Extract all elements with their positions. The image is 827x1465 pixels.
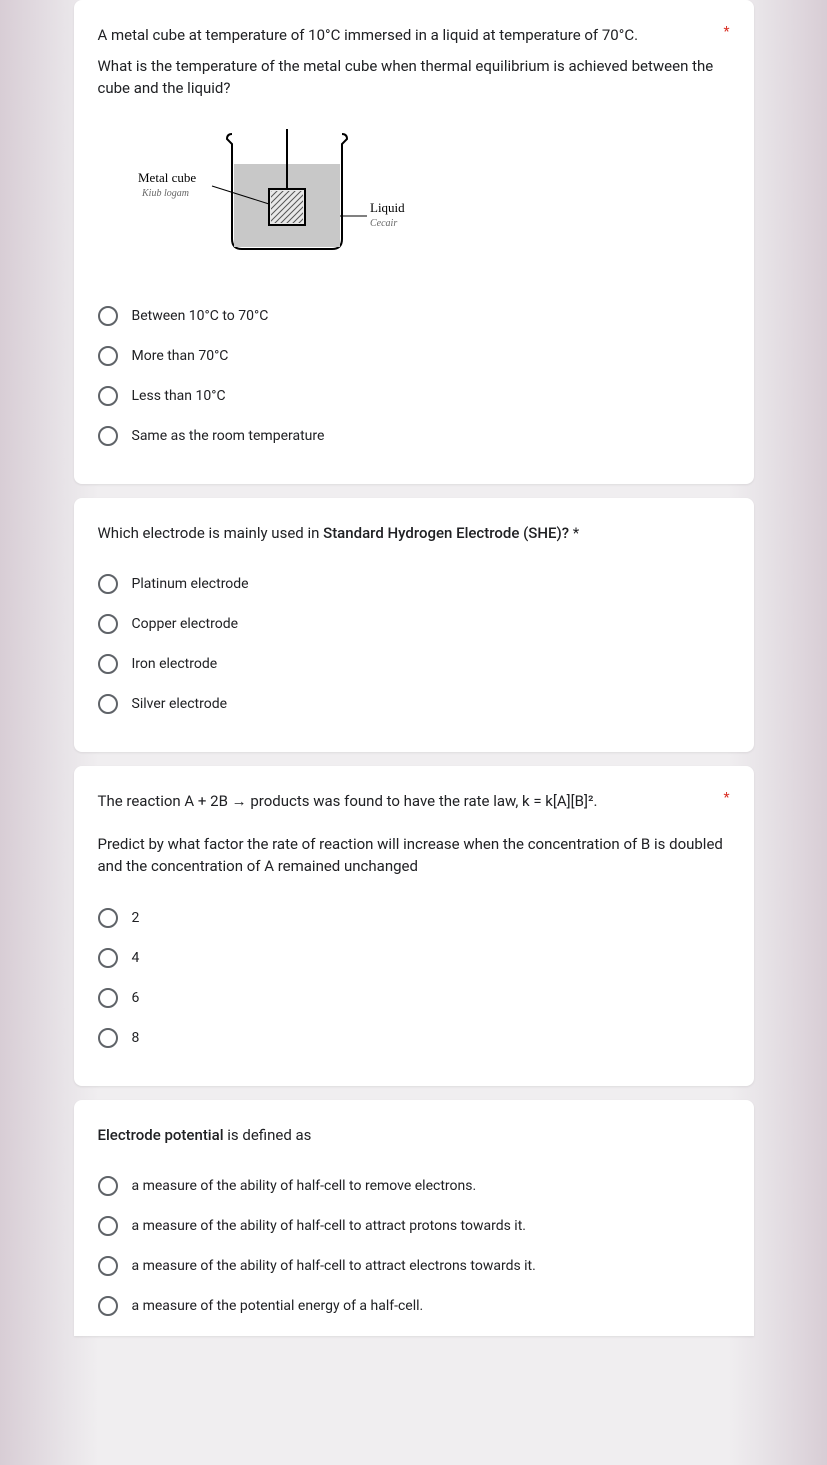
options-group: a measure of the ability of half-cell to… [98, 1166, 730, 1326]
option-attract-electrons[interactable]: a measure of the ability of half-cell to… [98, 1246, 730, 1286]
option-label: a measure of the ability of half-cell to… [132, 1218, 526, 1234]
question-rest: is defined as [224, 1126, 312, 1144]
radio-icon [98, 694, 118, 714]
radio-icon [98, 386, 118, 406]
radio-icon [98, 614, 118, 634]
radio-icon [98, 574, 118, 594]
option-same-room[interactable]: Same as the room temperature [98, 416, 730, 456]
required-marker: * [723, 24, 729, 40]
option-2[interactable]: 2 [98, 898, 730, 938]
option-platinum[interactable]: Platinum electrode [98, 564, 730, 604]
option-label: Same as the room temperature [132, 428, 325, 444]
radio-icon [98, 988, 118, 1008]
question-bold: Electrode potential [98, 1126, 224, 1144]
option-label: a measure of the potential energy of a h… [132, 1298, 424, 1314]
option-label: More than 70°C [132, 348, 229, 364]
option-label: 4 [132, 950, 140, 966]
radio-icon [98, 1216, 118, 1236]
option-label: a measure of the ability of half-cell to… [132, 1178, 477, 1194]
diagram-label-metal-cube-sub: Kiub logam [141, 188, 189, 199]
question-text: Which electrode is mainly used in Standa… [98, 522, 730, 545]
option-more-than[interactable]: More than 70°C [98, 336, 730, 376]
option-potential-energy[interactable]: a measure of the potential energy of a h… [98, 1286, 730, 1326]
option-label: Copper electrode [132, 616, 239, 632]
radio-icon [98, 1028, 118, 1048]
option-label: Platinum electrode [132, 576, 249, 592]
diagram-label-liquid: Liquid [370, 200, 405, 215]
option-iron[interactable]: Iron electrode [98, 644, 730, 684]
diagram-label-metal-cube: Metal cube [138, 170, 196, 185]
radio-icon [98, 306, 118, 326]
question-card-1: * A metal cube at temperature of 10°C im… [74, 0, 754, 484]
option-label: Silver electrode [132, 696, 228, 712]
question-subtext: Predict by what factor the rate of react… [98, 833, 730, 878]
option-less-than[interactable]: Less than 10°C [98, 376, 730, 416]
required-marker: * [723, 790, 729, 806]
radio-icon [98, 1176, 118, 1196]
question-text: A metal cube at temperature of 10°C imme… [98, 24, 730, 47]
option-label: 8 [132, 1030, 140, 1046]
question-card-2: Which electrode is mainly used in Standa… [74, 498, 754, 753]
radio-icon [98, 948, 118, 968]
question-prefix: Which electrode is mainly used in [98, 524, 324, 542]
option-copper[interactable]: Copper electrode [98, 604, 730, 644]
option-4[interactable]: 4 [98, 938, 730, 978]
options-group: Between 10°C to 70°C More than 70°C Less… [98, 296, 730, 456]
options-group: Platinum electrode Copper electrode Iron… [98, 564, 730, 724]
options-group: 2 4 6 8 [98, 898, 730, 1058]
option-remove-electrons[interactable]: a measure of the ability of half-cell to… [98, 1166, 730, 1206]
radio-icon [98, 346, 118, 366]
option-label: 6 [132, 990, 140, 1006]
option-between[interactable]: Between 10°C to 70°C [98, 296, 730, 336]
option-label: a measure of the ability of half-cell to… [132, 1258, 536, 1274]
radio-icon [98, 426, 118, 446]
option-label: Between 10°C to 70°C [132, 308, 269, 324]
option-6[interactable]: 6 [98, 978, 730, 1018]
option-attract-protons[interactable]: a measure of the ability of half-cell to… [98, 1206, 730, 1246]
radio-icon [98, 1296, 118, 1316]
beaker-diagram: Metal cube Kiub logam Liquid Cecair [122, 124, 730, 268]
radio-icon [98, 908, 118, 928]
radio-icon [98, 1256, 118, 1276]
option-8[interactable]: 8 [98, 1018, 730, 1058]
radio-icon [98, 654, 118, 674]
option-label: Iron electrode [132, 656, 218, 672]
question-text: The reaction A + 2B → products was found… [98, 790, 730, 813]
option-label: 2 [132, 910, 140, 926]
question-bold: Standard Hydrogen Electrode (SHE)? [323, 524, 569, 542]
question-card-4: Electrode potential is defined as a meas… [74, 1100, 754, 1337]
question-subtext: What is the temperature of the metal cub… [98, 55, 730, 100]
diagram-label-liquid-sub: Cecair [370, 218, 397, 229]
required-marker: * [569, 524, 579, 542]
option-silver[interactable]: Silver electrode [98, 684, 730, 724]
option-label: Less than 10°C [132, 388, 226, 404]
question-card-3: * The reaction A + 2B → products was fou… [74, 766, 754, 1086]
question-text: Electrode potential is defined as [98, 1124, 730, 1147]
